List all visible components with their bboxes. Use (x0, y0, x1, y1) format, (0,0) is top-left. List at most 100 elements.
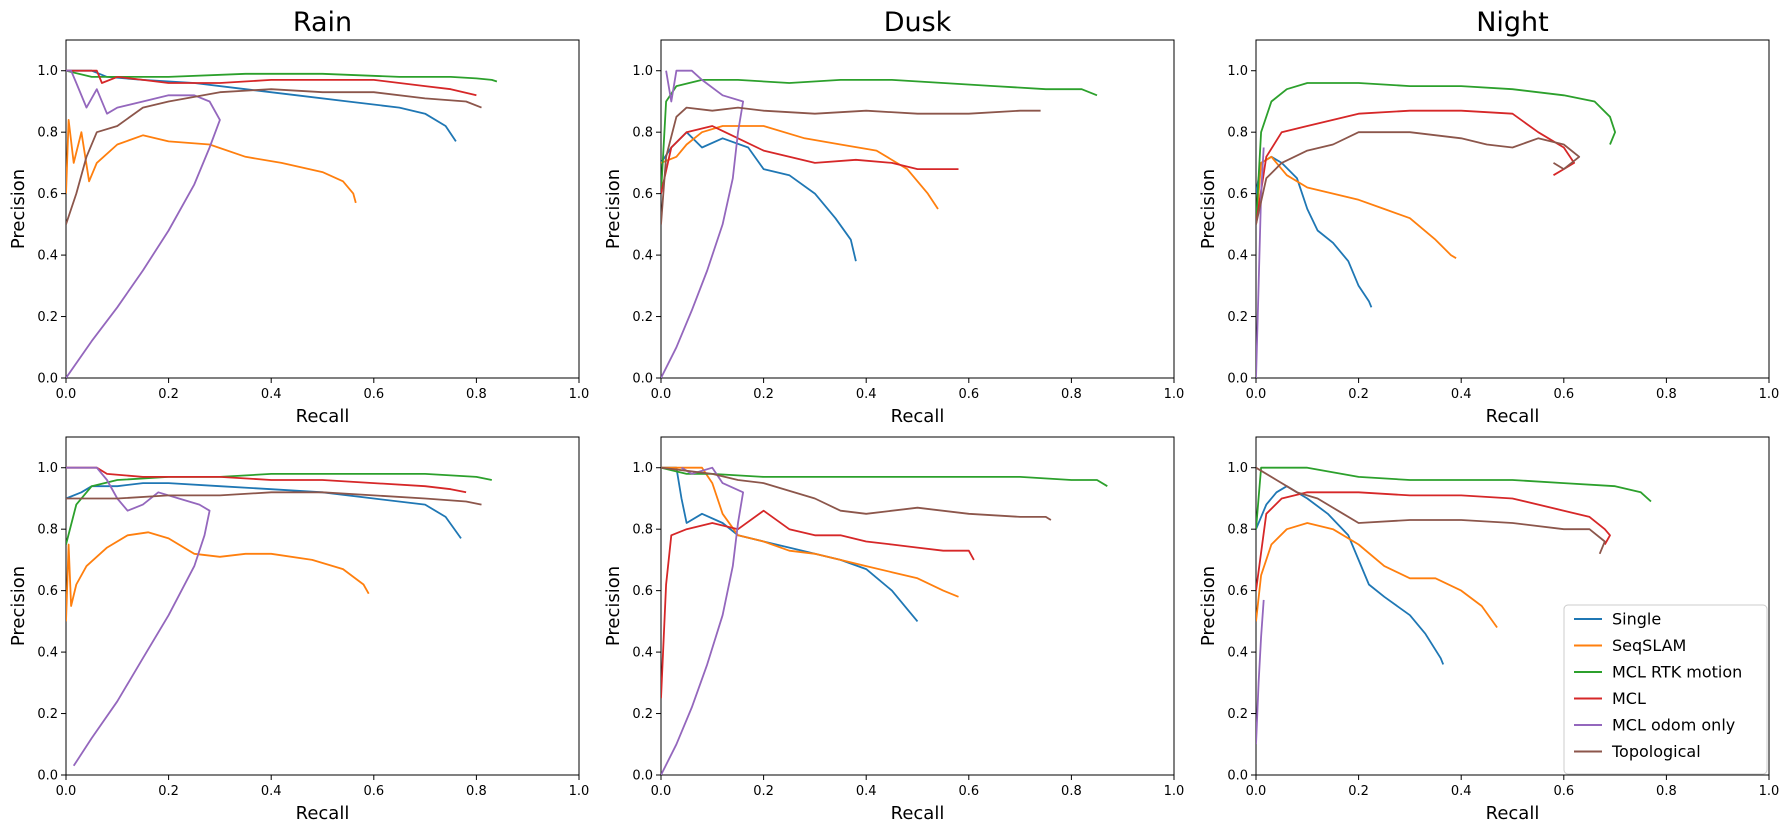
y-axis-label: Precision (1198, 169, 1219, 249)
x-tick-label: 0.6 (1553, 784, 1574, 799)
x-tick-label: 0.0 (651, 387, 672, 402)
plot-frame (65, 436, 580, 776)
y-tick-label: 0.8 (1227, 126, 1248, 141)
legend-entry: Topological (1611, 742, 1701, 761)
y-tick-label: 0.6 (37, 584, 58, 599)
series-seqslam (66, 531, 370, 622)
y-tick-label: 0.0 (632, 769, 653, 784)
series-seqslam (66, 119, 357, 204)
x-tick-label: 0.8 (1656, 784, 1677, 799)
x-tick-label: 0.6 (958, 784, 979, 799)
plot-frame (660, 39, 1175, 379)
series-mcl-rtk-motion (1256, 82, 1616, 225)
y-axis-label: Precision (8, 169, 29, 249)
x-tick-label: 0.2 (753, 784, 774, 799)
series-mcl-rtk-motion (66, 69, 498, 83)
x-tick-label: 0.8 (466, 784, 487, 799)
x-axis-label: Recall (1486, 406, 1540, 427)
y-tick-label: 0.6 (1227, 584, 1248, 599)
x-axis-label: Recall (296, 803, 350, 824)
series-mcl-odom-only (661, 69, 744, 378)
x-tick-label: 0.0 (1246, 784, 1267, 799)
x-tick-label: 0.8 (1061, 387, 1082, 402)
series-mcl (661, 509, 975, 699)
x-tick-label: 0.2 (753, 387, 774, 402)
y-tick-label: 0.8 (37, 523, 58, 538)
y-tick-label: 0.0 (1227, 769, 1248, 784)
x-tick-label: 1.0 (1164, 387, 1185, 402)
y-tick-label: 0.6 (632, 187, 653, 202)
series-topological (661, 466, 1052, 521)
y-tick-label: 0.6 (632, 584, 653, 599)
y-tick-label: 0.4 (632, 249, 653, 264)
x-tick-label: 1.0 (569, 784, 590, 799)
series-single (1256, 485, 1445, 665)
x-tick-label: 1.0 (1759, 387, 1780, 402)
y-axis-label: Precision (1198, 566, 1219, 646)
y-tick-label: 0.2 (37, 707, 58, 722)
panel-title: Dusk (884, 7, 952, 38)
panel-title: Rain (293, 7, 352, 38)
series-mcl-rtk-motion (66, 473, 492, 545)
y-tick-label: 0.6 (1227, 187, 1248, 202)
x-axis-label: Recall (891, 803, 945, 824)
y-axis-label: Precision (603, 566, 624, 646)
series-topological (661, 106, 1041, 225)
x-tick-label: 1.0 (569, 387, 590, 402)
x-tick-label: 0.2 (158, 387, 179, 402)
series-seqslam (661, 466, 959, 598)
y-tick-label: 1.0 (632, 461, 653, 476)
series-mcl-rtk-motion (661, 79, 1098, 194)
legend-entry: Single (1612, 610, 1661, 629)
series-mcl-odom-only (1256, 599, 1265, 745)
series-mcl (1256, 491, 1611, 591)
y-tick-label: 1.0 (1227, 64, 1248, 79)
legend: Single SeqSLAM MCL RTK motion MCL MCL odom o… (1563, 604, 1768, 775)
x-tick-label: 0.0 (56, 784, 77, 799)
series-topological (1256, 131, 1581, 225)
y-axis-label: Precision (8, 566, 29, 646)
y-tick-label: 0.0 (1227, 372, 1248, 387)
series-topological (66, 88, 482, 225)
x-tick-label: 0.4 (261, 784, 282, 799)
y-tick-label: 0.0 (37, 372, 58, 387)
x-tick-label: 0.8 (1061, 784, 1082, 799)
panel-1: Rain 0.0 0.2 0.4 0.6 0.8 1.0 0.0 0.2 0.4 0.6 0.8 1.0… (8, 7, 589, 427)
series-single (66, 69, 457, 142)
y-tick-label: 0.4 (37, 646, 58, 661)
x-tick-label: 0.4 (1451, 387, 1472, 402)
x-tick-label: 1.0 (1759, 784, 1780, 799)
y-tick-label: 1.0 (37, 461, 58, 476)
series-mcl-odom-only (66, 69, 221, 378)
x-tick-label: 0.4 (261, 387, 282, 402)
x-axis-label: Recall (1486, 803, 1540, 824)
y-tick-label: 0.4 (37, 249, 58, 264)
plot-frame (65, 39, 580, 379)
series-mcl-odom-only (1256, 147, 1265, 378)
legend-box (1563, 604, 1768, 775)
y-tick-label: 0.2 (632, 310, 653, 325)
y-tick-label: 0.2 (632, 707, 653, 722)
plot-frame (1255, 39, 1770, 379)
x-tick-label: 0.6 (1553, 387, 1574, 402)
y-tick-label: 0.8 (632, 126, 653, 141)
y-tick-label: 1.0 (632, 64, 653, 79)
y-tick-label: 0.4 (632, 646, 653, 661)
x-axis-label: Recall (296, 406, 350, 427)
y-tick-label: 1.0 (37, 64, 58, 79)
x-tick-label: 0.2 (1348, 784, 1369, 799)
legend-entry: MCL RTK motion (1612, 663, 1742, 682)
x-tick-label: 0.4 (856, 784, 877, 799)
series-topological (66, 491, 482, 506)
x-axis-label: Recall (891, 406, 945, 427)
y-tick-label: 1.0 (1227, 461, 1248, 476)
series-mcl-rtk-motion (1256, 466, 1652, 530)
x-tick-label: 0.8 (466, 387, 487, 402)
y-tick-label: 0.2 (37, 310, 58, 325)
y-tick-label: 0.2 (1227, 310, 1248, 325)
series-seqslam (1256, 155, 1457, 259)
x-tick-label: 0.0 (651, 784, 672, 799)
y-tick-label: 0.0 (632, 372, 653, 387)
panel-5: 0.0 0.2 0.4 0.6 0.8 1.0 0.0 0.2 0.4 0.6 0.8 1.0 Reca… (603, 436, 1184, 824)
legend-entry: MCL (1612, 689, 1646, 708)
